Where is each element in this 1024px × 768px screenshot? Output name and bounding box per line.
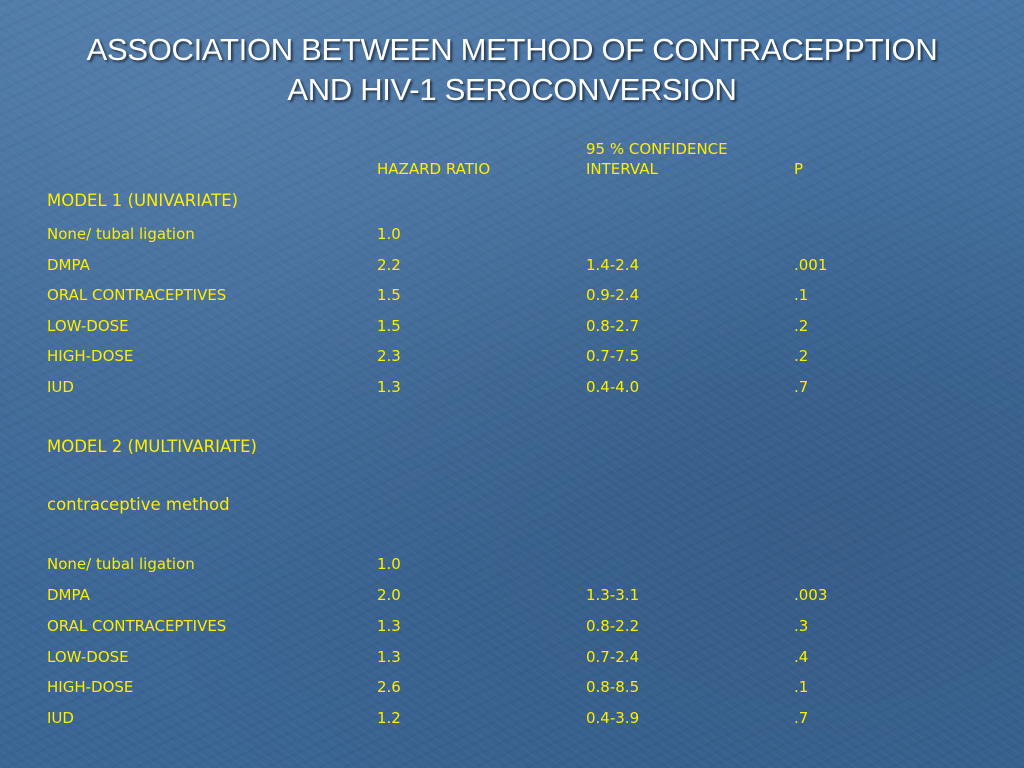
ci-cell: 0.4-4.0 [586, 378, 640, 396]
ci-cell: 0.7-2.4 [586, 648, 640, 666]
hazard-ratio-cell: 1.5 [377, 317, 401, 335]
column-header-ci-line-1: 95 % CONFIDENCE [586, 140, 728, 158]
p-cell: .7 [794, 709, 809, 727]
p-cell: .7 [794, 378, 809, 396]
method-cell: ORAL CONTRACEPTIVES [47, 286, 227, 304]
p-cell: .3 [794, 617, 809, 635]
ci-cell: 1.3-3.1 [586, 586, 640, 604]
method-cell: LOW-DOSE [47, 648, 129, 666]
hazard-ratio-cell: 1.5 [377, 286, 401, 304]
hazard-ratio-cell: 2.0 [377, 586, 401, 604]
method-cell: DMPA [47, 586, 90, 604]
column-header-hazard-ratio: HAZARD RATIO [377, 160, 491, 178]
p-cell: .1 [794, 678, 809, 696]
p-cell: .001 [794, 256, 828, 274]
column-header-ci-line-2: INTERVAL [586, 160, 658, 178]
slide-title-line-2: AND HIV-1 SEROCONVERSION [287, 72, 737, 107]
ci-cell: 0.7-7.5 [586, 347, 640, 365]
hazard-ratio-cell: 1.2 [377, 709, 401, 727]
hazard-ratio-cell: 1.3 [377, 617, 401, 635]
ci-cell: 0.4-3.9 [586, 709, 640, 727]
p-cell: .003 [794, 586, 828, 604]
method-cell: IUD [47, 709, 74, 727]
ci-cell: 0.9-2.4 [586, 286, 640, 304]
method-cell: IUD [47, 378, 74, 396]
hazard-ratio-cell: 1.3 [377, 648, 401, 666]
model-2-sublabel: contraceptive method [47, 495, 230, 514]
hazard-ratio-cell: 2.2 [377, 256, 401, 274]
method-cell: HIGH-DOSE [47, 678, 134, 696]
p-cell: .2 [794, 317, 809, 335]
slide-title-line-1: ASSOCIATION BETWEEN METHOD OF CONTRACEPP… [86, 32, 938, 67]
p-cell: .2 [794, 347, 809, 365]
method-cell: ORAL CONTRACEPTIVES [47, 617, 227, 635]
model-1-label: MODEL 1 (UNIVARIATE) [47, 191, 239, 210]
ci-cell: 0.8-8.5 [586, 678, 640, 696]
hazard-ratio-cell: 1.0 [377, 555, 401, 573]
ci-cell: 0.8-2.2 [586, 617, 640, 635]
p-cell: .4 [794, 648, 809, 666]
ci-cell: 0.8-2.7 [586, 317, 640, 335]
hazard-ratio-cell: 2.3 [377, 347, 401, 365]
column-header-p: P [794, 160, 804, 178]
method-cell: HIGH-DOSE [47, 347, 134, 365]
hazard-ratio-cell: 1.3 [377, 378, 401, 396]
hazard-ratio-cell: 2.6 [377, 678, 401, 696]
method-cell: None/ tubal ligation [47, 555, 195, 573]
slide-title: ASSOCIATION BETWEEN METHOD OF CONTRACEPP… [0, 30, 1024, 110]
method-cell: LOW-DOSE [47, 317, 129, 335]
ci-cell: 1.4-2.4 [586, 256, 640, 274]
hazard-ratio-cell: 1.0 [377, 225, 401, 243]
p-cell: .1 [794, 286, 809, 304]
model-2-label: MODEL 2 (MULTIVARIATE) [47, 437, 257, 456]
method-cell: DMPA [47, 256, 90, 274]
method-cell: None/ tubal ligation [47, 225, 195, 243]
